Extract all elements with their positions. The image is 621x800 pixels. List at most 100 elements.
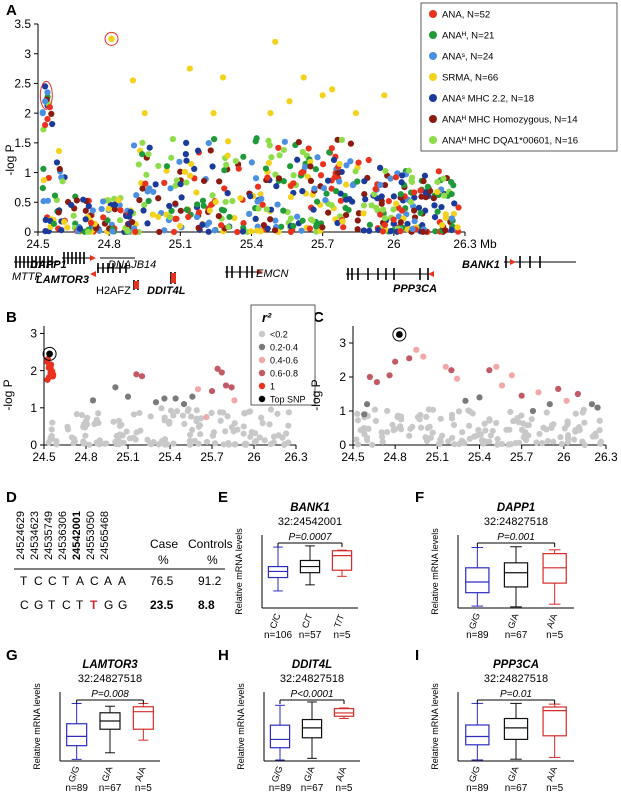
snp-point — [299, 188, 306, 195]
snp-point — [109, 228, 116, 235]
snp-point — [183, 139, 190, 147]
group-n: n=89 — [466, 630, 489, 641]
snp-point — [268, 154, 275, 161]
snp-point — [188, 160, 195, 168]
snp-point — [384, 407, 391, 415]
legend-marker — [258, 382, 266, 390]
snp-point — [354, 217, 361, 224]
panel-label-b: B — [6, 309, 17, 326]
snp-point — [186, 172, 194, 179]
snp-point — [224, 152, 231, 159]
snp-point — [223, 161, 230, 168]
snp-point — [286, 163, 294, 170]
legend-marker — [258, 330, 266, 338]
snp-point — [161, 179, 168, 186]
snp-point — [481, 420, 488, 427]
x-tick-label: 25.1 — [116, 450, 140, 464]
snp-point — [177, 168, 184, 175]
snp-point — [251, 439, 258, 446]
snp-point — [203, 221, 210, 228]
snp-point — [427, 434, 434, 441]
y-tick-label: 0.5 — [14, 195, 31, 209]
snp-point — [440, 175, 447, 182]
snp-point — [100, 214, 107, 221]
top-snp-point — [108, 35, 115, 43]
allele: C — [34, 574, 43, 588]
box-subtitle: 32:24827518 — [484, 673, 548, 685]
snp-point — [218, 206, 225, 213]
x-tick-label: 26.3 — [453, 237, 477, 251]
box-title: BANK1 — [290, 502, 330, 514]
snp-point — [193, 189, 200, 196]
snp-point — [429, 429, 436, 436]
snp-point — [330, 156, 338, 164]
panel-c-points — [353, 327, 604, 449]
snp-point — [146, 440, 154, 447]
snp-point — [338, 136, 346, 143]
snp-point — [334, 136, 341, 143]
snp-point — [272, 38, 279, 45]
boxplot-lamtor3: LAMTOR3 32:24827518 Relative mRNA levels G/… — [32, 659, 160, 794]
snp-point — [518, 426, 526, 433]
snp-point — [184, 407, 191, 414]
snp-point — [343, 162, 350, 169]
snp-point — [168, 207, 175, 214]
panel-c-ylabel: -log P — [309, 379, 323, 410]
y-tick-label: 3 — [339, 336, 346, 350]
snp-point — [274, 410, 281, 417]
group-label: A/A — [545, 765, 559, 782]
snp-point — [166, 202, 173, 210]
legend-marker — [429, 136, 437, 144]
snp-point — [455, 204, 462, 211]
snp-point — [167, 185, 174, 192]
snp-point — [528, 416, 535, 423]
snp-point — [115, 197, 122, 204]
snp-point — [56, 165, 63, 173]
box — [301, 718, 323, 739]
box — [132, 706, 154, 730]
snp-point — [493, 419, 500, 427]
group-label: C/C — [268, 612, 283, 630]
snp-point — [387, 227, 394, 235]
snp-point — [507, 441, 515, 448]
panel-label-e: E — [218, 489, 228, 506]
snp-point — [265, 159, 273, 167]
snp-point — [377, 181, 384, 189]
snp-point — [105, 205, 112, 212]
snp-point — [263, 206, 270, 213]
snp-point — [40, 177, 47, 184]
legend-marker — [258, 369, 266, 377]
snp-point — [365, 156, 372, 164]
snp-point — [325, 209, 332, 216]
box-title: LAMTOR3 — [82, 659, 138, 671]
snp-point — [61, 218, 68, 225]
snp-point — [398, 207, 406, 214]
group-n: n=5 — [546, 630, 563, 641]
box-subtitle: 32:24827518 — [484, 516, 548, 528]
snp-point — [426, 423, 433, 430]
snp-point — [253, 135, 260, 142]
snp-point — [329, 86, 336, 93]
snp-point — [336, 160, 343, 167]
group-n: n=67 — [505, 630, 528, 641]
snp-point — [228, 424, 235, 431]
snp-point — [294, 213, 301, 220]
snp-point — [579, 409, 586, 416]
case-frequency: 23.5 — [150, 598, 174, 612]
snp-point — [417, 187, 424, 194]
snp-point — [354, 417, 362, 424]
snp-point — [381, 215, 389, 222]
snp-point — [112, 384, 119, 391]
y-tick-label: 0 — [24, 225, 31, 239]
controls-frequency: 8.8 — [198, 598, 215, 612]
snp-point — [597, 440, 604, 447]
box-title: PPP3CA — [493, 659, 539, 671]
snp-point — [183, 157, 190, 164]
snp-point — [285, 439, 292, 446]
legend-label: ANA, N=52 — [442, 10, 490, 21]
snp-point — [218, 369, 225, 376]
gene-dnajb14: DNAJB14 — [108, 259, 156, 271]
allele: T — [62, 574, 70, 588]
snp-point — [287, 215, 294, 222]
boxplot-ddit4l: DDIT4L 32:24827518 Relative mRNA levels G/G… — [236, 659, 360, 794]
